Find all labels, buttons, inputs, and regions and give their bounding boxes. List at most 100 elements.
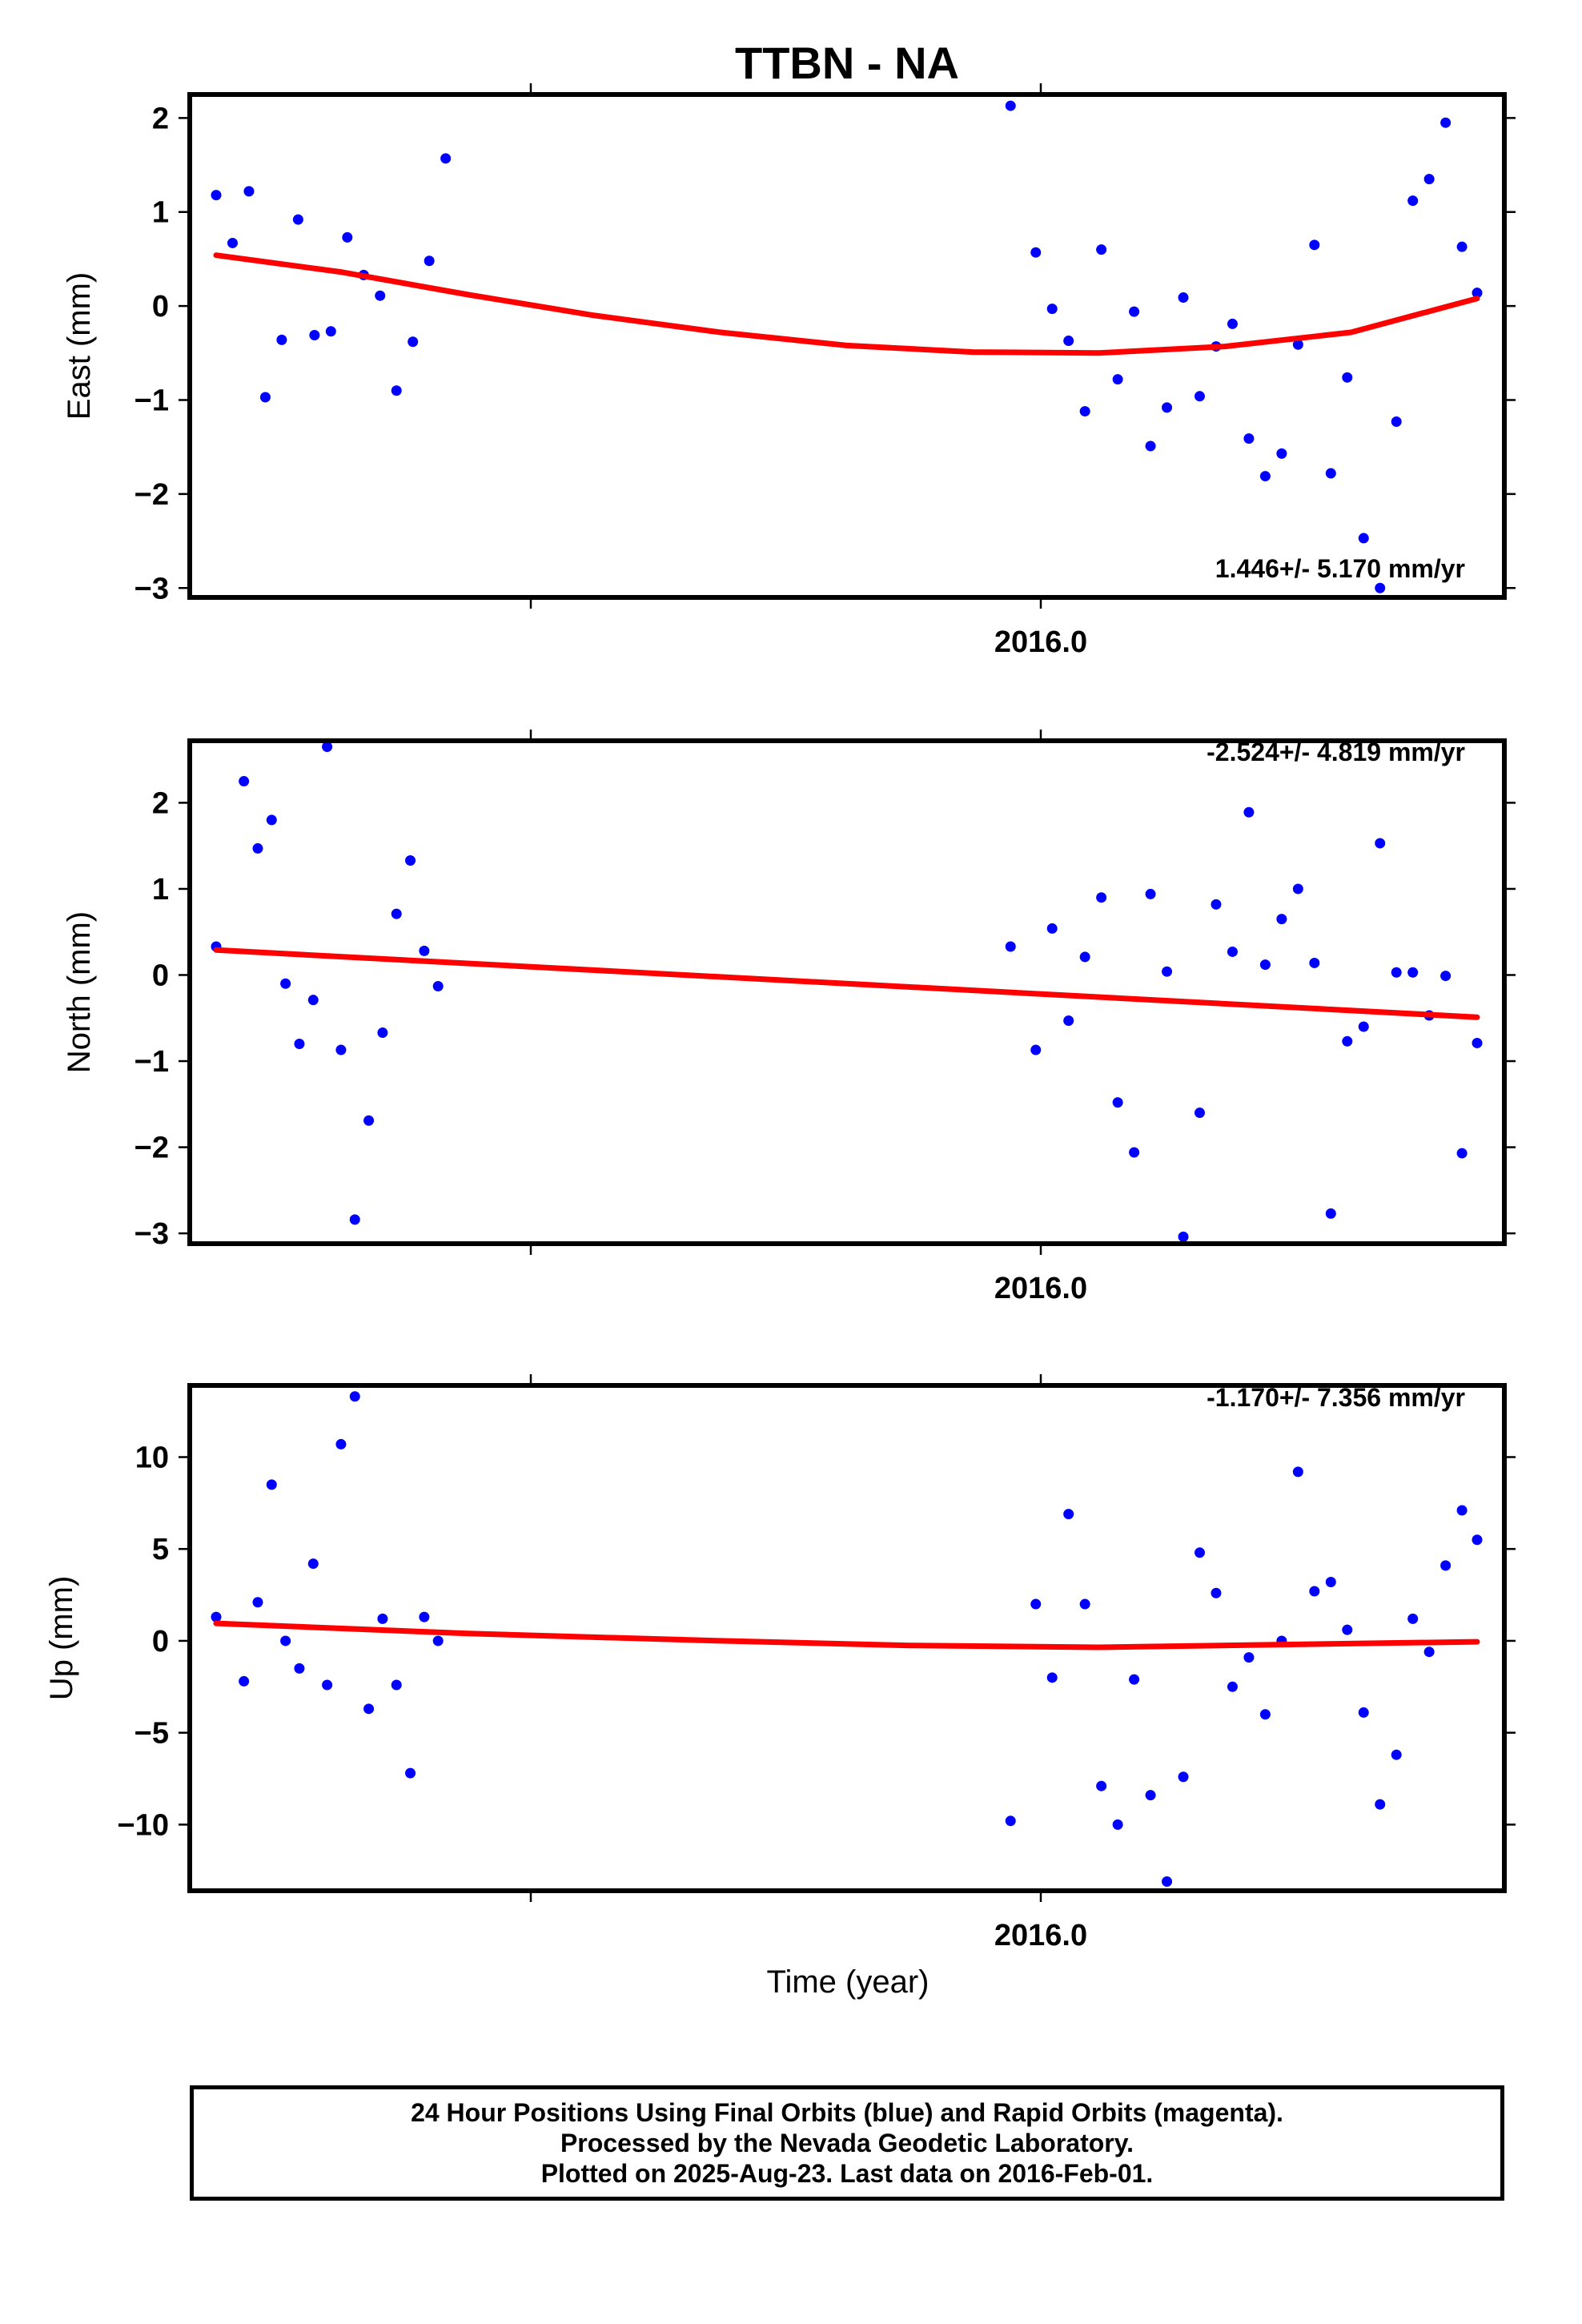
data-point: [1342, 1624, 1353, 1635]
data-point: [1440, 971, 1452, 982]
data-point: [211, 190, 222, 201]
data-point: [1178, 292, 1189, 304]
data-point: [1391, 1749, 1402, 1760]
data-point: [239, 776, 250, 787]
y-tick-label: −1: [135, 384, 169, 417]
data-point: [1112, 374, 1123, 385]
y-tick-label: 1: [152, 196, 169, 230]
data-point: [1005, 941, 1016, 952]
data-point: [335, 1044, 347, 1055]
data-point: [1195, 1108, 1205, 1119]
data-point: [266, 1479, 277, 1490]
data-point: [1243, 806, 1255, 818]
data-point: [307, 1558, 319, 1570]
data-point: [1096, 244, 1107, 255]
data-point: [1259, 959, 1271, 971]
plot-frame: [187, 1383, 1507, 1893]
data-point: [1375, 838, 1386, 849]
data-point: [391, 1679, 402, 1691]
y-tick-label: 5: [152, 1533, 169, 1566]
data-point: [1259, 1709, 1271, 1720]
data-point: [1358, 533, 1369, 544]
data-point: [1129, 1674, 1140, 1685]
data-point: [1472, 1037, 1483, 1048]
data-point: [280, 978, 291, 989]
data-point: [259, 392, 271, 403]
data-point: [1325, 468, 1336, 479]
data-point: [1472, 287, 1483, 299]
data-point: [1440, 117, 1452, 128]
data-point: [1178, 1231, 1189, 1242]
data-point: [1005, 100, 1016, 111]
data-point: [1243, 1652, 1255, 1663]
data-point: [1472, 1534, 1483, 1546]
velocity-rate-label: 1.446+/- 5.170 mm/yr: [1215, 554, 1465, 583]
y-tick-label: 1: [152, 873, 169, 907]
y-tick-label: −3: [135, 1217, 169, 1251]
data-point: [335, 1438, 347, 1449]
trend-fit-line: [213, 947, 1480, 1020]
data-point: [363, 1703, 375, 1715]
data-point: [1456, 241, 1468, 252]
data-point: [377, 1613, 388, 1624]
data-point: [405, 1767, 416, 1779]
y-axis-label: East (mm): [62, 272, 97, 420]
data-point: [1292, 339, 1303, 350]
data-point: [294, 1663, 305, 1674]
data-point: [363, 1115, 375, 1126]
data-point: [1063, 336, 1074, 347]
y-axis-label: Up (mm): [44, 1576, 79, 1701]
data-point: [1292, 883, 1303, 895]
data-point: [405, 854, 416, 866]
data-point: [1423, 174, 1435, 185]
data-point: [1375, 582, 1386, 593]
data-point: [1096, 1780, 1107, 1791]
footer-line-processed: Processed by the Nevada Geodetic Laborat…: [560, 2129, 1134, 2157]
data-point: [227, 237, 238, 248]
data-point: [408, 336, 419, 348]
data-point: [1162, 1876, 1173, 1888]
footer-line-plotted: Plotted on 2025-Aug-23. Last data on 201…: [540, 2159, 1154, 2188]
data-point: [1162, 402, 1173, 413]
x-axis-label: Time (year): [767, 1964, 930, 2000]
data-point: [1243, 433, 1255, 444]
data-point: [391, 385, 402, 396]
data-point: [292, 214, 303, 225]
data-point: [1079, 951, 1090, 963]
data-point: [1030, 1044, 1042, 1055]
data-point: [1129, 1147, 1140, 1158]
data-point: [1342, 1035, 1353, 1047]
y-tick-label: 2: [152, 786, 169, 820]
data-point: [1145, 1790, 1156, 1801]
y-tick-label: −1: [135, 1045, 169, 1079]
data-point: [280, 1635, 291, 1647]
y-tick-label: 0: [152, 290, 169, 324]
data-point: [1046, 304, 1058, 315]
data-point: [1096, 892, 1107, 903]
data-point: [1358, 1021, 1369, 1032]
data-point: [1325, 1208, 1336, 1219]
footer-note-box: 24 Hour Positions Using Final Orbits (bl…: [190, 2085, 1504, 2201]
data-point: [1046, 923, 1058, 934]
data-point: [1162, 966, 1173, 977]
data-point: [1325, 1577, 1336, 1588]
data-point: [1456, 1148, 1468, 1159]
data-point: [322, 742, 333, 753]
data-point: [1079, 406, 1090, 417]
data-point: [377, 1027, 388, 1039]
data-point: [349, 1391, 360, 1402]
data-point: [211, 1611, 222, 1622]
trend-fit-line: [213, 1620, 1480, 1651]
data-point: [243, 186, 255, 197]
plot-frame: [187, 92, 1507, 600]
data-point: [1178, 1771, 1189, 1783]
y-tick-label: 0: [152, 959, 169, 992]
data-point: [1259, 471, 1271, 482]
data-point: [252, 842, 263, 854]
data-point: [1227, 318, 1238, 329]
data-point: [1407, 1613, 1419, 1624]
data-point: [391, 908, 402, 919]
data-point: [1195, 391, 1205, 402]
